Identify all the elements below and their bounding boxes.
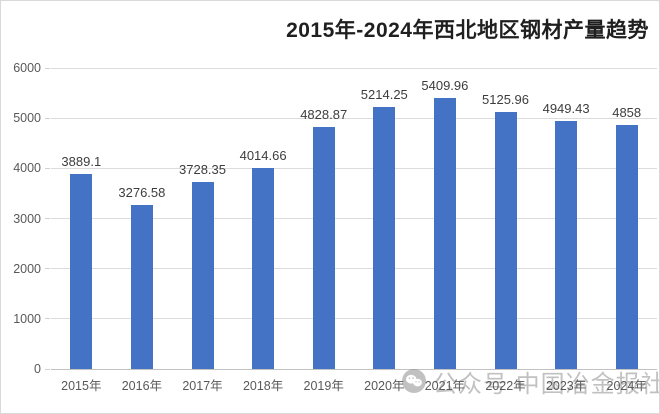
- wechat-icon: [402, 369, 426, 393]
- bar-value-label: 5214.25: [360, 87, 408, 103]
- x-tick-label: 2019年: [303, 379, 344, 393]
- x-tick-label: 2022年: [485, 379, 526, 393]
- x-tick-label: 2023年: [545, 379, 587, 393]
- chart-title: 2015年-2024年西北地区钢材产量趋势: [286, 19, 649, 42]
- y-tick-mark: [45, 268, 50, 270]
- bar-2018年: [252, 167, 275, 369]
- x-tick-label: 2017年: [182, 379, 223, 393]
- gridline-4000: [51, 167, 657, 169]
- gridline-0: [51, 368, 657, 370]
- y-tick-mark: [45, 167, 50, 169]
- bar-value-label: 4828.87: [300, 106, 348, 122]
- bar-value-label: 3889.1: [61, 153, 102, 169]
- x-tick-label: 2024年: [606, 379, 647, 393]
- x-tick-label: 2016年: [121, 379, 163, 393]
- y-tick-mark: [45, 318, 50, 320]
- gridline-1000: [51, 318, 657, 320]
- y-tick-mark: [45, 67, 50, 69]
- bar-value-label: 4858: [612, 105, 642, 121]
- gridline-5000: [51, 117, 657, 119]
- watermark: 公众号 中国冶金报社: [402, 360, 660, 402]
- bar-value-label: 3276.58: [118, 184, 166, 200]
- watermark-text: 公众号 中国冶金报社: [433, 370, 660, 398]
- bar-value-label: 4949.43: [542, 100, 590, 116]
- y-tick-label: 5000: [13, 111, 41, 126]
- bar-value-label: 5125.96: [482, 91, 529, 107]
- gridline-3000: [51, 218, 657, 219]
- bar-2019年: [312, 126, 335, 369]
- bar-2017年: [191, 181, 214, 369]
- bar-2015年: [70, 173, 93, 369]
- x-tick-label: 2020年: [364, 379, 405, 393]
- bar-value-label: 4014.66: [239, 147, 287, 163]
- y-tick-label: 4000: [13, 161, 41, 176]
- bar-2020年: [373, 107, 396, 369]
- bar-2024年: [615, 125, 638, 369]
- y-tick-mark: [45, 368, 50, 370]
- gridline-2000: [51, 268, 657, 270]
- bar-value-label: 5409.96: [421, 77, 469, 93]
- y-tick-label: 2000: [13, 261, 41, 276]
- y-tick-label: 6000: [13, 61, 41, 75]
- plot-area: 3889.1 3276.58 3728.35 4014.66 4828.87 5214.2…: [51, 67, 657, 370]
- gridline-6000: [51, 67, 657, 69]
- bar-2016年: [130, 204, 153, 369]
- x-tick-label: 2021年: [424, 379, 466, 393]
- y-tick-label: 0: [34, 362, 41, 376]
- y-tick-mark: [45, 117, 50, 119]
- bar-value-label: 3728.35: [179, 161, 226, 177]
- x-tick-label: 2018年: [242, 379, 284, 393]
- bar-2021年: [433, 97, 456, 369]
- bar-2022年: [494, 111, 517, 369]
- bar-2023年: [555, 120, 578, 369]
- x-tick-label: 2015年: [61, 379, 102, 393]
- y-tick-label: 1000: [13, 311, 41, 326]
- y-tick-label: 3000: [13, 211, 41, 226]
- y-tick-mark: [45, 218, 50, 219]
